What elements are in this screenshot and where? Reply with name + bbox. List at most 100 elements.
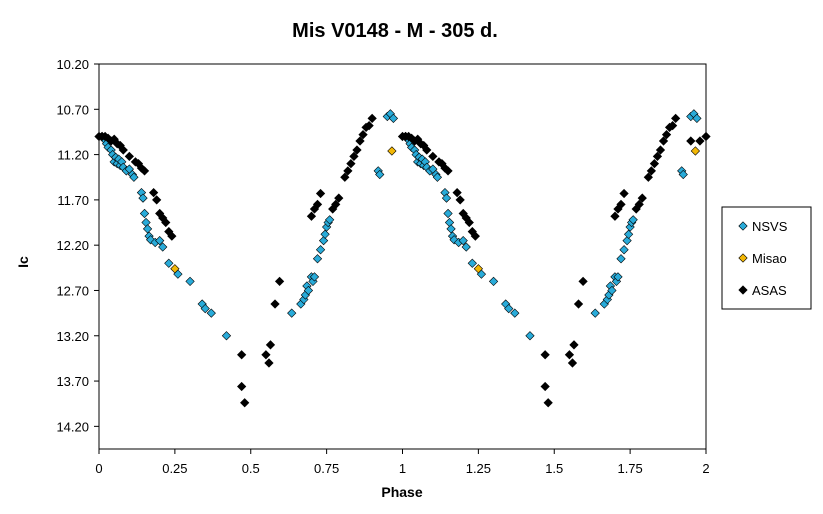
nsvs-point bbox=[504, 303, 514, 314]
x-tick-label: 1.25 bbox=[466, 461, 491, 476]
nsvs-point bbox=[607, 285, 617, 296]
asas-point bbox=[567, 358, 578, 368]
nsvs-point bbox=[692, 113, 702, 123]
asas-point bbox=[315, 188, 326, 199]
asas-point bbox=[540, 350, 550, 360]
x-tick-label: 0.75 bbox=[314, 461, 339, 476]
nsvs-point bbox=[206, 308, 216, 318]
misao-point bbox=[473, 264, 483, 274]
nsvs-point bbox=[613, 272, 623, 282]
asas-point bbox=[649, 159, 660, 169]
asas-point bbox=[543, 398, 553, 408]
asas-point bbox=[265, 340, 276, 350]
legend-marker-asas bbox=[738, 285, 748, 295]
asas-point bbox=[643, 172, 653, 182]
asas-point bbox=[364, 120, 374, 131]
nsvs-point bbox=[164, 258, 174, 268]
asas-point bbox=[564, 350, 575, 360]
asas-point bbox=[261, 350, 271, 360]
nsvs-point bbox=[200, 303, 210, 314]
legend-box bbox=[721, 206, 812, 310]
nsvs-point bbox=[185, 276, 195, 287]
asas-point bbox=[655, 145, 666, 155]
x-tick-label: 1 bbox=[399, 461, 406, 476]
nsvs-point bbox=[315, 245, 326, 255]
nsvs-point bbox=[443, 208, 453, 219]
misao-point bbox=[170, 264, 180, 274]
asas-point bbox=[637, 193, 647, 203]
asas-point bbox=[422, 145, 432, 155]
asas-point bbox=[455, 195, 465, 205]
asas-point bbox=[540, 381, 550, 392]
legend-label-misao: Misao bbox=[752, 251, 787, 266]
y-tick-label: 13.70 bbox=[56, 374, 89, 389]
legend-label-asas: ASAS bbox=[752, 283, 787, 298]
asas-point bbox=[646, 166, 656, 176]
asas-point bbox=[367, 113, 377, 123]
nsvs-point bbox=[678, 169, 688, 180]
y-tick-label: 13.20 bbox=[56, 329, 89, 344]
x-tick-label: 0.25 bbox=[162, 461, 187, 476]
nsvs-point bbox=[510, 308, 520, 318]
asas-point bbox=[616, 199, 626, 210]
nsvs-point bbox=[129, 172, 139, 182]
y-tick-label: 14.20 bbox=[56, 419, 89, 434]
asas-point bbox=[340, 172, 350, 182]
y-axis-label: Ic bbox=[15, 256, 31, 268]
nsvs-point bbox=[325, 215, 335, 225]
nsvs-point bbox=[461, 242, 471, 252]
x-tick-label: 2 bbox=[702, 461, 709, 476]
y-tick-label: 12.20 bbox=[56, 238, 89, 253]
nsvs-point bbox=[449, 235, 459, 245]
nsvs-point bbox=[488, 276, 499, 287]
nsvs-point bbox=[318, 236, 329, 246]
asas-point bbox=[652, 151, 663, 162]
asas-point bbox=[331, 199, 341, 210]
nsvs-point bbox=[441, 193, 452, 203]
nsvs-point bbox=[303, 285, 314, 296]
asas-point bbox=[695, 136, 705, 146]
nsvs-point bbox=[458, 236, 468, 246]
asas-point bbox=[358, 130, 368, 140]
asas-point bbox=[161, 217, 171, 228]
asas-point bbox=[152, 195, 162, 205]
asas-point bbox=[671, 113, 681, 123]
nsvs-point bbox=[287, 308, 297, 318]
nsvs-point bbox=[158, 242, 168, 252]
asas-point bbox=[118, 145, 128, 155]
nsvs-point bbox=[388, 113, 399, 123]
asas-point bbox=[334, 193, 344, 203]
nsvs-point bbox=[628, 215, 638, 225]
asas-point bbox=[237, 381, 247, 392]
nsvs-point bbox=[320, 229, 330, 239]
nsvs-point bbox=[616, 254, 626, 264]
y-axis: 10.20 10.70 11.20 11.70 12.20 12.70 13.20 13.70… bbox=[56, 57, 99, 434]
asas-point bbox=[274, 276, 285, 287]
misao-point bbox=[387, 146, 397, 156]
nsvs-point bbox=[139, 208, 150, 219]
nsvs-point bbox=[590, 308, 600, 318]
asas-point bbox=[667, 120, 678, 131]
nsvs-point bbox=[138, 193, 148, 203]
asas-point bbox=[661, 130, 672, 140]
y-tick-label: 11.20 bbox=[57, 148, 89, 163]
x-tick-label: 0.5 bbox=[242, 461, 260, 476]
y-tick-label: 11.70 bbox=[57, 193, 89, 208]
nsvs-point bbox=[467, 258, 477, 268]
asas-point bbox=[352, 145, 362, 155]
nsvs-point bbox=[155, 236, 165, 246]
asas-point bbox=[264, 358, 274, 368]
x-tick-label: 0 bbox=[95, 461, 102, 476]
asas-point bbox=[610, 211, 620, 221]
asas-point bbox=[312, 199, 323, 210]
legend-marker-misao bbox=[738, 253, 748, 263]
asas-point bbox=[343, 166, 353, 176]
misao-point bbox=[690, 146, 701, 156]
asas-point bbox=[701, 131, 711, 142]
asas-point bbox=[686, 136, 696, 146]
asas-point bbox=[443, 166, 453, 176]
x-tick-label: 1.5 bbox=[545, 461, 563, 476]
nsvs-point bbox=[432, 172, 443, 182]
asas-point bbox=[237, 350, 247, 360]
